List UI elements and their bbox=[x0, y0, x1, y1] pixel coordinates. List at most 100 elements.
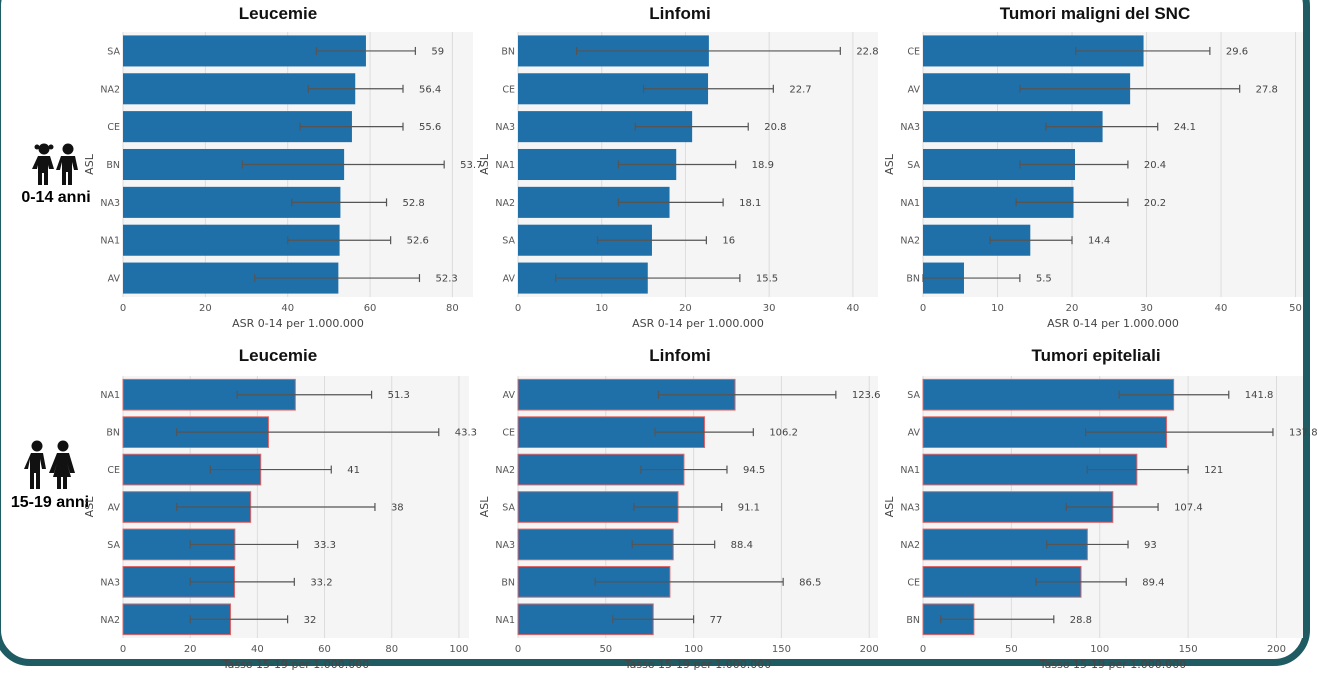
y-tick-label: NA1 bbox=[495, 615, 515, 626]
chart-title: Leucemie bbox=[238, 4, 318, 23]
data-label: 94.5 bbox=[743, 465, 765, 476]
bar-chart-linfomi-0-14: 0 10 20 30 40 ASR 0-14 per 1.000.000 ASL BN 22.8… bbox=[478, 32, 879, 330]
x-tick-label: 20 bbox=[184, 644, 197, 655]
x-tick-label: 0 bbox=[515, 303, 521, 314]
data-label: 20.2 bbox=[1144, 198, 1166, 209]
chart-title: Linfomi bbox=[649, 346, 711, 365]
data-label: 93 bbox=[1144, 540, 1157, 551]
y-tick-label: NA3 bbox=[495, 540, 515, 551]
data-label: 18.1 bbox=[739, 198, 761, 209]
chart-panel-epiteliali-15-19: Tumori epiteliali 0 50 100 150 200 Tasso 15-1… bbox=[883, 346, 1318, 675]
chart-title: Tumori epiteliali bbox=[1031, 346, 1161, 365]
y-tick-label: CE bbox=[107, 122, 120, 133]
x-tick-label: 100 bbox=[684, 644, 703, 655]
x-tick-label: 200 bbox=[860, 644, 879, 655]
y-tick-label: BN bbox=[906, 274, 920, 285]
data-label: 89.4 bbox=[1142, 577, 1164, 588]
data-label: 41 bbox=[347, 465, 360, 476]
data-label: 15.5 bbox=[756, 274, 778, 285]
y-tick-label: NA1 bbox=[495, 160, 515, 171]
y-axis-title: ASL bbox=[478, 153, 491, 175]
data-label: 5.5 bbox=[1036, 274, 1052, 285]
y-tick-label: BN bbox=[106, 428, 120, 439]
x-tick-label: 0 bbox=[120, 303, 126, 314]
x-tick-label: 80 bbox=[446, 303, 459, 314]
y-tick-label: AV bbox=[108, 274, 121, 285]
x-tick-label: 80 bbox=[385, 644, 398, 655]
y-tick-label: NA2 bbox=[900, 540, 920, 551]
y-tick-label: NA3 bbox=[495, 122, 515, 133]
y-axis-title: ASL bbox=[478, 496, 491, 518]
data-label: 52.8 bbox=[403, 198, 425, 209]
age-group-0-14: 0-14 anni bbox=[2, 143, 110, 207]
x-tick-label: 150 bbox=[1179, 644, 1198, 655]
data-label: 32 bbox=[304, 615, 317, 626]
y-tick-label: AV bbox=[908, 84, 921, 95]
x-tick-label: 60 bbox=[364, 303, 377, 314]
data-label: 33.3 bbox=[314, 540, 336, 551]
bar-chart-leucemie-0-14: 0 20 40 60 80 ASR 0-14 per 1.000.000 ASL SA 59 NA… bbox=[83, 32, 482, 330]
data-label: 16 bbox=[722, 236, 735, 247]
y-tick-label: CE bbox=[907, 46, 920, 57]
two-teens-icon bbox=[24, 440, 75, 489]
y-tick-label: NA1 bbox=[900, 198, 920, 209]
data-label: 52.3 bbox=[435, 274, 457, 285]
bar bbox=[922, 453, 1138, 486]
y-tick-label: SA bbox=[502, 503, 515, 514]
y-tick-label: NA3 bbox=[100, 198, 120, 209]
y-tick-label: BN bbox=[501, 46, 515, 57]
data-label: 22.7 bbox=[789, 84, 811, 95]
chart-title: Linfomi bbox=[649, 4, 711, 23]
data-label: 52.6 bbox=[407, 236, 429, 247]
bar bbox=[517, 378, 736, 411]
x-axis-title: Tasso 15-19 per 1.000.000 bbox=[624, 658, 772, 671]
x-tick-label: 40 bbox=[1215, 303, 1228, 314]
data-label: 38 bbox=[391, 503, 404, 514]
y-tick-label: SA bbox=[502, 236, 515, 247]
data-label: 14.4 bbox=[1088, 236, 1110, 247]
y-tick-label: CE bbox=[907, 577, 920, 588]
x-tick-label: 150 bbox=[772, 644, 791, 655]
y-tick-label: AV bbox=[908, 428, 921, 439]
data-label: 88.4 bbox=[731, 540, 753, 551]
data-label: 91.1 bbox=[738, 503, 760, 514]
data-label: 107.4 bbox=[1174, 503, 1203, 514]
x-tick-label: 0 bbox=[920, 303, 926, 314]
x-tick-label: 30 bbox=[1140, 303, 1153, 314]
chart-panel-leucemie-15-19: Leucemie 0 20 40 60 80 100 Tasso 15-19 per 1.0… bbox=[83, 346, 477, 675]
y-tick-label: NA2 bbox=[495, 465, 515, 476]
y-tick-label: CE bbox=[107, 465, 120, 476]
data-label: 43.3 bbox=[455, 428, 477, 439]
data-label: 121 bbox=[1204, 465, 1223, 476]
data-label: 86.5 bbox=[799, 577, 821, 588]
chart-panel-leucemie-0-14: Leucemie 0 20 40 60 80 ASR 0-14 per 1.000.000… bbox=[83, 4, 483, 334]
x-tick-label: 0 bbox=[515, 644, 521, 655]
y-tick-label: AV bbox=[108, 503, 121, 514]
data-label: 33.2 bbox=[310, 577, 332, 588]
x-axis-title: ASR 0-14 per 1.000.000 bbox=[632, 317, 764, 330]
y-axis-title: ASL bbox=[883, 496, 896, 518]
y-tick-label: NA2 bbox=[100, 84, 120, 95]
x-tick-label: 20 bbox=[679, 303, 692, 314]
data-label: 53.7 bbox=[460, 160, 482, 171]
x-tick-label: 50 bbox=[599, 644, 612, 655]
y-tick-label: SA bbox=[907, 390, 920, 401]
x-tick-label: 20 bbox=[1066, 303, 1079, 314]
data-label: 18.9 bbox=[752, 160, 774, 171]
y-tick-label: BN bbox=[106, 160, 120, 171]
y-tick-label: NA1 bbox=[100, 390, 120, 401]
data-label: 24.1 bbox=[1174, 122, 1196, 133]
x-tick-label: 60 bbox=[318, 644, 331, 655]
chart-panel-snc-0-14: Tumori maligni del SNC 0 10 20 30 40 50 ASR 0-… bbox=[883, 4, 1304, 334]
x-tick-label: 30 bbox=[763, 303, 776, 314]
y-axis-title: ASL bbox=[83, 496, 96, 518]
x-axis-title: Tasso 15-19 per 1.000.000 bbox=[222, 658, 370, 671]
age-label-0-14: 0-14 anni bbox=[21, 189, 91, 206]
x-tick-label: 50 bbox=[1005, 644, 1018, 655]
bar-chart-epiteliali-15-19: 0 50 100 150 200 Tasso 15-19 per 1.000.000 ASL… bbox=[883, 376, 1318, 671]
data-label: 20.4 bbox=[1144, 160, 1166, 171]
data-label: 106.2 bbox=[769, 428, 798, 439]
y-tick-label: CE bbox=[502, 428, 515, 439]
y-tick-label: NA3 bbox=[100, 577, 120, 588]
x-tick-label: 50 bbox=[1289, 303, 1302, 314]
